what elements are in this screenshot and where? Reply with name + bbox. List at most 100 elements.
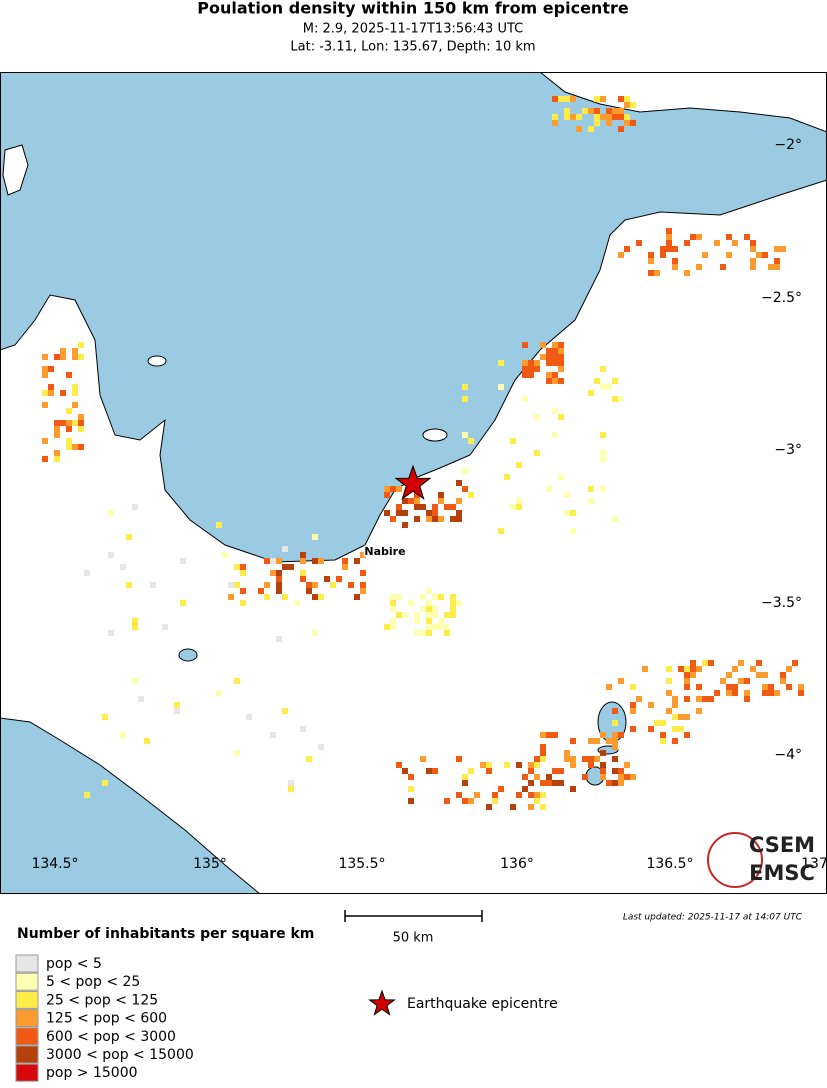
pop-cell xyxy=(108,630,114,636)
pop-cell xyxy=(672,726,678,732)
pop-cell xyxy=(690,234,696,240)
pop-cell xyxy=(240,600,246,606)
pop-cell xyxy=(570,786,576,792)
pop-cell xyxy=(414,504,420,510)
pop-cell xyxy=(468,438,474,444)
pop-cell xyxy=(612,780,618,786)
pop-cell xyxy=(606,384,612,390)
pop-cell xyxy=(714,690,720,696)
pop-cell xyxy=(270,732,276,738)
pop-cell xyxy=(528,366,534,372)
pop-cell xyxy=(594,378,600,384)
pop-cell xyxy=(600,384,606,390)
pop-cell xyxy=(648,726,654,732)
pop-cell xyxy=(564,96,570,102)
pop-cell xyxy=(588,486,594,492)
pop-cell xyxy=(558,768,564,774)
pop-cell xyxy=(42,390,48,396)
legend-label: Earthquake epicentre xyxy=(407,996,558,1012)
pop-cell xyxy=(72,402,78,408)
pop-cell xyxy=(234,564,240,570)
pop-cell xyxy=(498,786,504,792)
pop-cell xyxy=(390,516,396,522)
pop-cell xyxy=(432,768,438,774)
pop-cell xyxy=(594,738,600,744)
pop-cell xyxy=(72,354,78,360)
pop-cell xyxy=(276,576,282,582)
pop-cell xyxy=(642,666,648,672)
pop-cell xyxy=(588,108,594,114)
pop-cell xyxy=(666,678,672,684)
pop-cell xyxy=(66,438,72,444)
pop-cell xyxy=(732,666,738,672)
pop-cell xyxy=(132,624,138,630)
pop-cell xyxy=(456,756,462,762)
pop-cell xyxy=(78,414,84,420)
pop-cell xyxy=(696,264,702,270)
pop-cell xyxy=(552,768,558,774)
pop-cell xyxy=(546,780,552,786)
pop-cell xyxy=(360,582,366,588)
pop-cell xyxy=(600,750,606,756)
pop-cell xyxy=(528,372,534,378)
pop-cell xyxy=(744,234,750,240)
pop-cell xyxy=(522,360,528,366)
pop-cell xyxy=(282,594,288,600)
pop-cell xyxy=(234,678,240,684)
pop-cell xyxy=(126,582,132,588)
pop-cell xyxy=(384,486,390,492)
pop-cell xyxy=(456,498,462,504)
pop-cell xyxy=(672,258,678,264)
pop-cell xyxy=(414,618,420,624)
pop-cell xyxy=(720,678,726,684)
pop-cell xyxy=(564,108,570,114)
pop-cell xyxy=(558,342,564,348)
legend-label: 600 < pop < 3000 xyxy=(46,1029,176,1045)
pop-cell xyxy=(750,240,756,246)
pop-cell xyxy=(456,480,462,486)
pop-cell xyxy=(306,756,312,762)
pop-cell xyxy=(600,768,606,774)
pop-cell xyxy=(798,690,804,696)
pop-cell xyxy=(546,732,552,738)
pop-cell xyxy=(342,564,348,570)
pop-cell xyxy=(522,774,528,780)
pop-cell xyxy=(408,786,414,792)
pop-cell xyxy=(522,366,528,372)
pop-cell xyxy=(288,564,294,570)
pop-cell xyxy=(702,696,708,702)
pop-cell xyxy=(600,114,606,120)
pop-cell xyxy=(528,804,534,810)
pop-cell xyxy=(732,684,738,690)
pop-cell xyxy=(744,678,750,684)
pop-cell xyxy=(402,510,408,516)
pop-cell xyxy=(672,264,678,270)
pop-cell xyxy=(240,588,246,594)
pop-cell xyxy=(684,732,690,738)
pop-cell xyxy=(762,684,768,690)
pop-cell xyxy=(540,804,546,810)
pop-cell xyxy=(564,114,570,120)
pop-cell xyxy=(756,672,762,678)
pop-cell xyxy=(438,516,444,522)
pop-cell xyxy=(684,696,690,702)
pop-cell xyxy=(522,786,528,792)
pop-cell xyxy=(426,516,432,522)
pop-cell xyxy=(552,780,558,786)
pop-cell xyxy=(216,690,222,696)
pop-cell xyxy=(684,270,690,276)
pop-cell xyxy=(426,600,432,606)
pop-cell xyxy=(738,678,744,684)
lat-label: −3° xyxy=(774,442,802,458)
pop-cell xyxy=(444,624,450,630)
pop-cell xyxy=(618,114,624,120)
pop-cell xyxy=(318,594,324,600)
pop-cell xyxy=(684,672,690,678)
pop-cell xyxy=(666,708,672,714)
pop-cell xyxy=(618,108,624,114)
pop-cell xyxy=(396,504,402,510)
pop-cell xyxy=(630,702,636,708)
pop-cell xyxy=(228,594,234,600)
pop-cell xyxy=(690,660,696,666)
pop-cell xyxy=(360,552,366,558)
